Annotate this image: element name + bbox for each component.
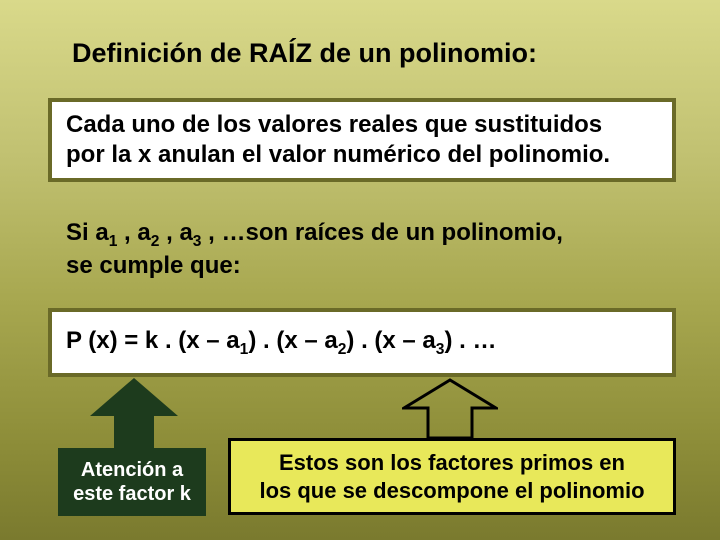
slide-title: Definición de RAÍZ de un polinomio:	[72, 38, 537, 69]
definition-line2: por la x anulan el valor numérico del po…	[66, 141, 610, 168]
formula-m1: ) . (x – a	[248, 327, 337, 354]
factors-box: Estos son los factores primos en los que…	[228, 438, 676, 515]
formula-m2: ) . (x – a	[346, 327, 435, 354]
factors-line2: los que se descompone el polinomio	[259, 478, 644, 503]
attention-box: Atención a este factor k	[58, 448, 206, 516]
roots-suffix: , …son raíces de un polinomio,	[201, 219, 562, 246]
definition-box: Cada uno de los valores reales que susti…	[48, 98, 676, 182]
attention-line1: Atención a	[81, 459, 183, 481]
formula-prefix: P (x) = k . (x – a	[66, 327, 240, 354]
roots-statement: Si a1 , a2 , a3 , …son raíces de un poli…	[66, 218, 666, 281]
factors-line1: Estos son los factores primos en	[279, 450, 625, 475]
roots-sep2: , a	[159, 219, 192, 246]
attention-line2: este factor k	[73, 483, 191, 505]
definition-line1: Cada uno de los valores reales que susti…	[66, 111, 602, 138]
roots-line2: se cumple que:	[66, 252, 241, 279]
formula-suffix: ) . …	[444, 327, 496, 354]
formula-box: P (x) = k . (x – a1) . (x – a2) . (x – a…	[48, 308, 676, 377]
roots-sep1: , a	[117, 219, 150, 246]
roots-prefix: Si a	[66, 219, 109, 246]
arrow-up-hollow-icon	[402, 378, 498, 440]
